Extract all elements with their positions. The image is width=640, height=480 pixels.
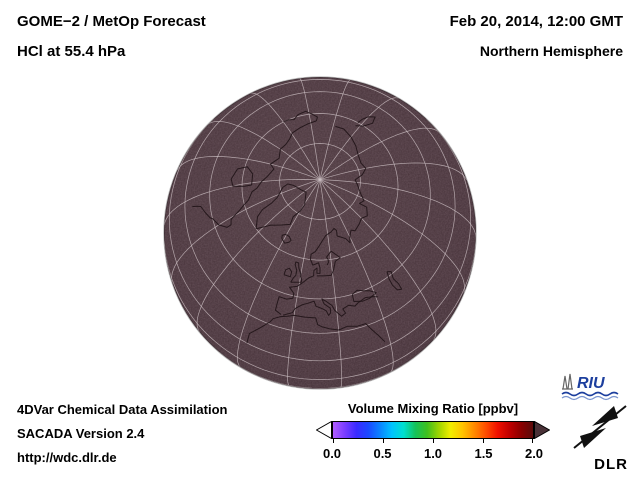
wdc-url: http://wdc.dlr.de	[17, 450, 117, 465]
dlr-logo: DLR	[564, 404, 628, 473]
colorbar-tick	[333, 439, 334, 443]
dlr-logo-text: DLR	[594, 456, 628, 473]
colorbar-tick	[433, 439, 434, 443]
header-right: Feb 20, 2014, 12:00 GMT Northern Hemisph…	[450, 13, 623, 59]
tick-label: 1.0	[423, 446, 443, 461]
colorbar-tick-labels: 0.0 0.5 1.0 1.5 2.0	[323, 446, 543, 461]
tick-label: 0.0	[322, 446, 342, 461]
globe-limb	[163, 76, 477, 390]
tick-label: 2.0	[524, 446, 544, 461]
colorbar-gradient	[332, 421, 534, 443]
product-title: GOME−2 / MetOp Forecast	[17, 13, 206, 30]
riu-wave-line-1	[561, 391, 619, 397]
region-label: Northern Hemisphere	[479, 43, 623, 59]
header-left: GOME−2 / MetOp Forecast HCl at 55.4 hPa	[17, 13, 206, 60]
colorbar-tick	[483, 439, 484, 443]
credits-block: 4DVar Chemical Data Assimilation SACADA …	[17, 402, 228, 474]
colorbar-row	[316, 421, 550, 443]
tick-label: 0.5	[373, 446, 392, 461]
colorbar-under-arrow-icon	[316, 421, 332, 439]
valid-datetime: Feb 20, 2014, 12:00 GMT	[449, 13, 623, 30]
globe-map	[163, 76, 477, 390]
colorbar-title: Volume Mixing Ratio [ppbv]	[347, 401, 519, 416]
riu-wave-line-2	[561, 395, 619, 401]
cathedral-icon	[562, 373, 573, 390]
globe-stipple-texture	[164, 77, 476, 389]
riu-logo: RIU	[560, 371, 626, 403]
colorbar-tick	[532, 439, 533, 443]
version-label: SACADA Version 2.4	[17, 426, 145, 441]
colorbar-tick	[383, 439, 384, 443]
riu-logo-text: RIU	[577, 375, 605, 392]
species-level-label: HCl at 55.4 hPa	[17, 43, 126, 60]
colorbar: Volume Mixing Ratio [ppbv] 0.0 0.5 1.0 1…	[316, 401, 550, 461]
coastlines	[192, 110, 403, 344]
graticule-lines	[164, 78, 476, 389]
dlr-mark-icon	[573, 405, 627, 449]
colorbar-over-arrow-icon	[534, 421, 550, 439]
tick-label: 1.5	[474, 446, 493, 461]
assimilation-system-label: 4DVar Chemical Data Assimilation	[17, 402, 228, 417]
